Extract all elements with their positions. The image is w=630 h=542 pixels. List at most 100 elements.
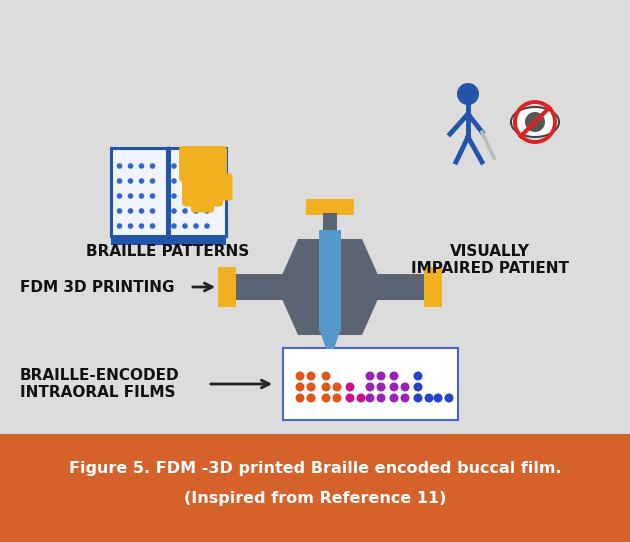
Circle shape	[401, 383, 410, 391]
Circle shape	[139, 163, 144, 169]
Circle shape	[128, 178, 134, 184]
Circle shape	[117, 208, 122, 214]
Circle shape	[413, 383, 423, 391]
Circle shape	[433, 393, 442, 403]
Circle shape	[401, 393, 410, 403]
Circle shape	[193, 178, 199, 184]
Text: BRAILLE-ENCODED
INTRAORAL FILMS: BRAILLE-ENCODED INTRAORAL FILMS	[20, 368, 180, 400]
Circle shape	[525, 112, 545, 132]
Circle shape	[117, 193, 122, 199]
Ellipse shape	[511, 107, 559, 137]
Text: (Inspired from Reference 11): (Inspired from Reference 11)	[184, 492, 446, 507]
Circle shape	[377, 393, 386, 403]
Circle shape	[333, 383, 341, 391]
Text: BRAILLE PATTERNS: BRAILLE PATTERNS	[86, 244, 249, 259]
Polygon shape	[320, 331, 340, 349]
Circle shape	[389, 383, 399, 391]
Circle shape	[139, 208, 144, 214]
Circle shape	[377, 383, 386, 391]
Circle shape	[193, 163, 199, 169]
Circle shape	[321, 383, 331, 391]
Circle shape	[150, 178, 156, 184]
Circle shape	[204, 163, 210, 169]
Circle shape	[204, 193, 210, 199]
Circle shape	[425, 393, 433, 403]
Circle shape	[389, 393, 399, 403]
Circle shape	[307, 371, 316, 380]
Circle shape	[150, 163, 156, 169]
Circle shape	[128, 193, 134, 199]
Bar	[424, 267, 442, 307]
Bar	[373, 274, 428, 300]
Text: Figure 5. FDM -3D printed Braille encoded buccal film.: Figure 5. FDM -3D printed Braille encode…	[69, 461, 561, 476]
Bar	[0, 434, 630, 542]
FancyBboxPatch shape	[209, 171, 223, 207]
Circle shape	[365, 393, 374, 403]
Circle shape	[204, 208, 210, 214]
Circle shape	[182, 178, 188, 184]
Circle shape	[389, 371, 399, 380]
Circle shape	[193, 193, 199, 199]
Circle shape	[139, 193, 144, 199]
Circle shape	[182, 163, 188, 169]
Text: FDM 3D PRINTING: FDM 3D PRINTING	[20, 280, 175, 294]
Circle shape	[171, 208, 177, 214]
FancyBboxPatch shape	[182, 170, 196, 207]
FancyBboxPatch shape	[219, 173, 232, 201]
FancyBboxPatch shape	[179, 146, 227, 182]
Text: VISUALLY
IMPAIRED PATIENT: VISUALLY IMPAIRED PATIENT	[411, 244, 569, 276]
Bar	[319, 279, 341, 331]
Circle shape	[321, 393, 331, 403]
Circle shape	[204, 178, 210, 184]
Circle shape	[345, 393, 355, 403]
Circle shape	[307, 383, 316, 391]
Circle shape	[139, 178, 144, 184]
Circle shape	[445, 393, 454, 403]
Circle shape	[307, 393, 316, 403]
Circle shape	[150, 223, 156, 229]
Circle shape	[171, 193, 177, 199]
FancyBboxPatch shape	[200, 171, 214, 212]
Bar	[232, 274, 287, 300]
Circle shape	[204, 223, 210, 229]
Circle shape	[150, 193, 156, 199]
Bar	[110, 236, 226, 245]
Circle shape	[182, 223, 188, 229]
Circle shape	[128, 223, 134, 229]
Circle shape	[128, 163, 134, 169]
Circle shape	[182, 208, 188, 214]
Bar	[306, 199, 354, 215]
Circle shape	[150, 208, 156, 214]
Polygon shape	[282, 239, 378, 335]
Circle shape	[413, 371, 423, 380]
Circle shape	[295, 393, 304, 403]
Circle shape	[117, 223, 122, 229]
Bar	[218, 267, 236, 307]
Circle shape	[377, 371, 386, 380]
Circle shape	[457, 83, 479, 105]
Circle shape	[139, 223, 144, 229]
Bar	[282, 348, 457, 420]
Circle shape	[171, 178, 177, 184]
Circle shape	[345, 383, 355, 391]
Circle shape	[117, 163, 122, 169]
Circle shape	[128, 208, 134, 214]
Circle shape	[413, 393, 423, 403]
Circle shape	[171, 223, 177, 229]
Circle shape	[321, 371, 331, 380]
Circle shape	[182, 193, 188, 199]
Circle shape	[193, 208, 199, 214]
Circle shape	[193, 223, 199, 229]
FancyBboxPatch shape	[191, 171, 205, 212]
Circle shape	[295, 371, 304, 380]
Bar	[323, 213, 337, 235]
Circle shape	[295, 383, 304, 391]
Bar	[110, 148, 167, 236]
Bar	[169, 148, 226, 236]
Circle shape	[333, 393, 341, 403]
Circle shape	[365, 371, 374, 380]
Circle shape	[117, 178, 122, 184]
Circle shape	[357, 393, 365, 403]
Bar	[319, 230, 341, 282]
Circle shape	[171, 163, 177, 169]
